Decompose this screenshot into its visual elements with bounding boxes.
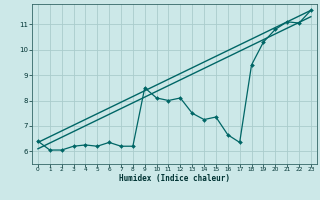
X-axis label: Humidex (Indice chaleur): Humidex (Indice chaleur) — [119, 174, 230, 183]
